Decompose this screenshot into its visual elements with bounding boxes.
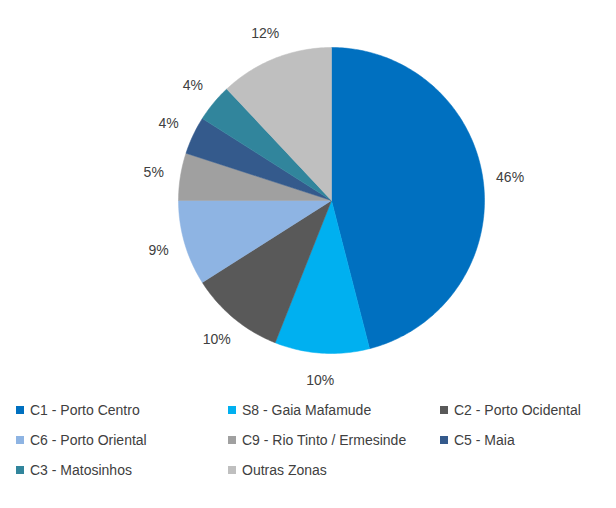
html-text:C9 - Rio Tinto / Ermesinde: C9 - Rio Tinto / Ermesinde	[242, 432, 407, 448]
html-text:C6 - Porto Oriental: C6 - Porto Oriental	[30, 432, 147, 448]
svg-text:4%: 4%	[159, 115, 179, 131]
svg-text:9%: 9%	[149, 242, 169, 258]
html-text:C3 - Matosinhos: C3 - Matosinhos	[30, 462, 132, 478]
svg-text:5%: 5%	[144, 164, 164, 180]
html-text:C5 - Maia: C5 - Maia	[454, 432, 515, 448]
svg-text:46%: 46%	[496, 169, 524, 185]
html-text:C1 - Porto Centro: C1 - Porto Centro	[30, 402, 140, 418]
svg-text:12%: 12%	[251, 25, 279, 41]
html-text:Outras Zonas: Outras Zonas	[242, 462, 327, 478]
html-text:C2 - Porto Ocidental: C2 - Porto Ocidental	[454, 402, 581, 418]
html-text:S8 - Gaia Mafamude: S8 - Gaia Mafamude	[242, 402, 372, 418]
svg-text:10%: 10%	[203, 331, 231, 347]
svg-text:10%: 10%	[306, 372, 334, 388]
svg-text:4%: 4%	[183, 77, 203, 93]
